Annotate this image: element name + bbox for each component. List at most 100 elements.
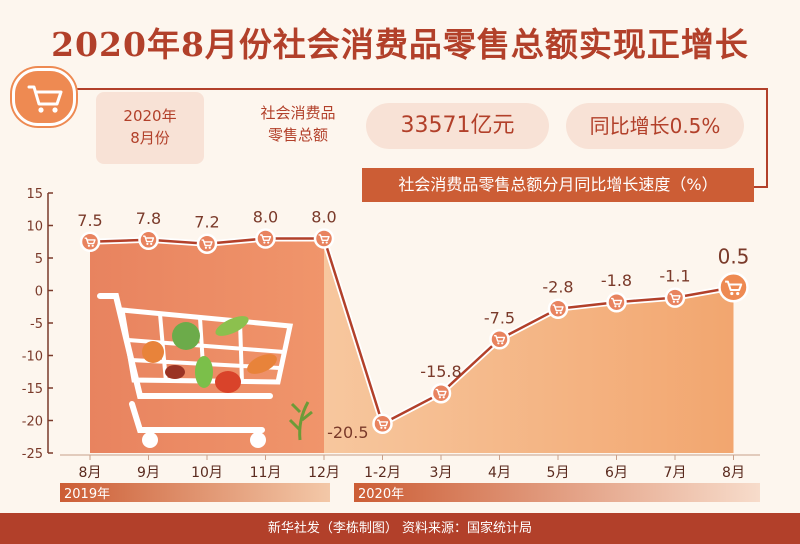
cart-icon	[318, 234, 330, 244]
cart-icon-wheel	[730, 291, 734, 296]
cart-icon-wheel	[736, 291, 740, 296]
date-year: 2020年	[123, 107, 177, 125]
data-point	[547, 298, 569, 319]
cart-icon	[143, 235, 155, 245]
cart-icon-wheel	[672, 300, 676, 303]
cart-icon	[725, 280, 743, 296]
x-tick-label: 9月	[137, 465, 160, 481]
cart-icon-body	[143, 235, 155, 243]
cart-icon-wheel	[87, 244, 91, 247]
year-band	[354, 483, 760, 502]
data-label: -20.5	[327, 423, 368, 442]
cart-icon-wheel	[325, 241, 328, 244]
y-tick-label: -5	[30, 317, 43, 332]
data-label: -15.8	[420, 362, 461, 381]
page-title: 2020年8月份社会消费品零售总额实现正增长	[51, 25, 749, 64]
y-tick-label: 10	[26, 220, 43, 235]
data-point	[138, 229, 159, 251]
data-point	[255, 228, 276, 249]
cart-icon-body	[260, 234, 272, 241]
y-tick-label: 5	[35, 252, 43, 267]
cart-icon-body	[201, 239, 213, 247]
cart-icon	[669, 293, 681, 303]
cart-icon-body	[669, 293, 681, 301]
retail-sales-label-line2: 零售总额	[267, 126, 328, 144]
cart-icon-wheel	[380, 426, 383, 429]
x-tick-label: 12月	[308, 465, 340, 481]
data-point	[718, 272, 749, 303]
cart-icon-body	[725, 280, 743, 292]
cart-icon-body	[552, 304, 564, 312]
line-chart: 15 10 5 0 -5 -10 -15 -20 -25 7.5 7.8 7.2 8.0 8.0 -20.…	[22, 187, 760, 502]
cart-icon-body	[84, 237, 96, 245]
x-tick-label: 10月	[191, 465, 223, 481]
cart-icon-wheel	[150, 242, 153, 245]
data-point	[664, 287, 686, 308]
data-label: 7.2	[194, 213, 219, 232]
cart-icon	[494, 334, 506, 345]
y-tick-label: -10	[22, 350, 43, 365]
data-label: -1.8	[601, 271, 632, 290]
year-band	[60, 483, 330, 502]
retail-sales-label-line1: 社会消费品	[260, 104, 336, 122]
year-label: 2020年	[358, 487, 404, 502]
data-point	[313, 228, 335, 249]
footer-bar: 新华社发（李栋制图） 资料来源：国家统计局	[0, 513, 800, 544]
frame-line-right	[766, 88, 768, 188]
cart-icon-body	[611, 297, 623, 305]
shopping-cart-icon	[12, 68, 76, 126]
y-tick-label: 0	[35, 285, 43, 300]
x-tick-label: 11月	[250, 465, 282, 481]
cart-icon-wheel	[321, 241, 325, 244]
data-point	[196, 233, 218, 254]
cart-icon-wheel	[146, 242, 149, 245]
y-tick-label: -25	[22, 447, 43, 462]
cart-icon-wheel	[618, 305, 621, 308]
cart-icon-wheel	[555, 311, 559, 314]
cart-icon	[84, 237, 96, 247]
x-tick-label: 8月	[79, 465, 102, 481]
frame-line-top	[70, 88, 768, 90]
data-label: 8.0	[311, 208, 336, 227]
cart-icon	[435, 388, 447, 399]
x-tick-label: 4月	[488, 465, 511, 481]
cart-icon	[260, 234, 272, 244]
yoy-growth-value: 同比增长0.5%	[566, 103, 744, 149]
data-label: -7.5	[484, 308, 515, 327]
cart-icon	[552, 304, 564, 314]
data-label: 7.5	[77, 211, 102, 230]
data-point	[372, 413, 393, 434]
cart-icon-wheel	[497, 342, 500, 345]
year-label: 2019年	[64, 487, 110, 502]
x-tick-label: 7月	[664, 465, 687, 481]
data-point	[606, 291, 627, 313]
x-tick-label: 3月	[430, 465, 453, 481]
data-point	[430, 382, 452, 404]
x-axis: 8月 9月 10月 11月 12月 1-2月 3月 4月 5月 6月 7月 8月 2019年 2020年	[60, 454, 760, 502]
y-tick-label: -15	[22, 382, 43, 397]
data-label: -1.1	[659, 267, 690, 286]
cart-icon-wheel	[91, 244, 94, 247]
x-tick-label: 1-2月	[364, 465, 401, 481]
cart-icon-body	[318, 234, 330, 241]
x-tick-label: 6月	[605, 465, 628, 481]
y-tick-label: -20	[22, 415, 43, 430]
data-label: 0.5	[718, 244, 750, 268]
retail-sales-label: 社会消费品 零售总额	[228, 102, 368, 146]
chart-title: 社会消费品零售总额分月同比增长速度（%）	[362, 168, 754, 202]
cart-icon	[201, 239, 213, 249]
cart-icon-wheel	[384, 426, 387, 429]
cart-icon-wheel	[438, 396, 442, 399]
area-2020	[324, 238, 734, 453]
x-tick-label: 8月	[722, 465, 745, 481]
data-label: 8.0	[253, 208, 278, 227]
frame-line-stub	[752, 186, 768, 188]
cart-icon	[611, 297, 623, 308]
cart-icon-wheel	[676, 300, 679, 303]
source-credit: 新华社发（李栋制图） 资料来源：国家统计局	[267, 521, 533, 536]
cart-icon	[377, 419, 389, 429]
cart-icon-wheel	[614, 305, 617, 308]
y-tick-label: 15	[26, 187, 43, 202]
cart-icon-body	[377, 419, 389, 427]
cart-icon-body	[435, 388, 447, 396]
